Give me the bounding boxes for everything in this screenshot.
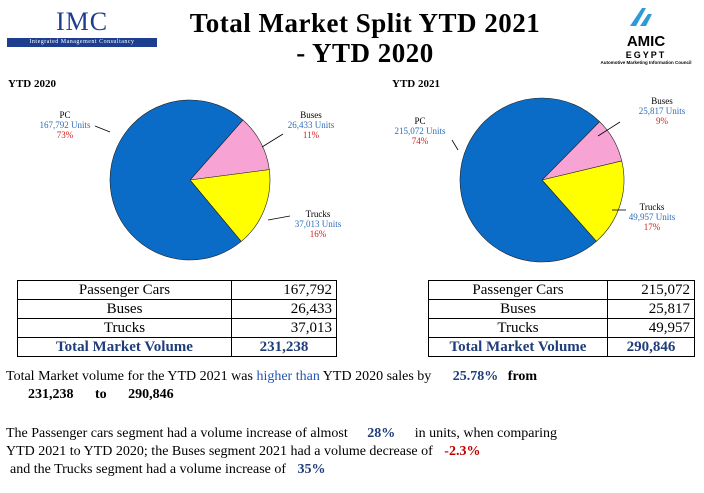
summary-value-from: 231,238 (28, 387, 74, 402)
table-cell-label: Buses (428, 299, 608, 319)
table-cell-label: Passenger Cars (17, 280, 232, 300)
imc-logo: IMC Integrated Management Consultancy (4, 8, 160, 70)
pie-label-category: Trucks (640, 202, 665, 212)
pie-leader-line (267, 215, 291, 221)
pie-label-value: 167,792 Units (39, 120, 91, 130)
table-cell-label: Trucks (17, 318, 232, 338)
pie-slice-pc (459, 97, 601, 263)
table-row: Buses 25,817 (428, 299, 695, 319)
table-row: Trucks 37,013 (17, 318, 337, 338)
pie-label-percent: 17% (644, 222, 661, 232)
summary-buses-percent: -2.3% (444, 444, 481, 459)
table-cell-value: 37,013 (231, 318, 337, 338)
summary-to: to (95, 387, 107, 402)
pie-label-category: Buses (300, 110, 322, 120)
summary-text: Total Market volume for the YTD 2021 was (6, 369, 257, 384)
imc-logo-tagline (4, 48, 160, 53)
table-cell-label: Passenger Cars (428, 280, 608, 300)
table-cell-value: 25,817 (607, 299, 695, 319)
table-total-label: Total Market Volume (428, 337, 608, 357)
page-title-line2: - YTD 2020 (296, 38, 434, 68)
summary-paragraph-1: Total Market volume for the YTD 2021 was… (6, 368, 696, 404)
table-cell-label: Trucks (428, 318, 608, 338)
pie-label-value: 215,072 Units (394, 126, 446, 136)
page-title-line1: Total Market Split YTD 2021 (189, 8, 541, 38)
summary-from: from (507, 369, 538, 384)
pie-slice-trucks (189, 169, 271, 242)
table-total-row: Total Market Volume 290,846 (428, 337, 695, 357)
summary-percent: 25.78% (452, 369, 499, 384)
imc-logo-fullname: Integrated Management Consultancy (7, 38, 157, 47)
pie-label-category: PC (414, 116, 425, 126)
table-cell-value: 26,433 (231, 299, 337, 319)
amic-logo: AMIC EGYPT Automotive Marketing Informat… (594, 6, 698, 68)
pie-label-percent: 74% (412, 136, 429, 146)
pie-label-percent: 11% (303, 130, 320, 140)
pie-label-category: Buses (651, 96, 673, 106)
pie-leader-line (597, 121, 621, 137)
summary-highlight: higher than (256, 369, 320, 384)
table-total-row: Total Market Volume 231,238 (17, 337, 337, 357)
table-row: Passenger Cars 167,792 (17, 280, 337, 300)
summary-text: and the Trucks segment had a volume incr… (10, 462, 287, 477)
amic-logo-subtitle: Automotive Marketing Information Council (600, 60, 692, 65)
page-title: Total Market Split YTD 2021 - YTD 2020 (160, 8, 570, 68)
amic-logo-graphic-icon (630, 8, 652, 26)
imc-logo-name: IMC (55, 7, 109, 36)
summary-text: in units, when comparing (414, 426, 558, 441)
pie-label-percent: 73% (57, 130, 74, 140)
amic-logo-country: EGYPT (625, 50, 667, 60)
table-total-value: 290,846 (607, 337, 695, 357)
summary-trucks-percent: 35% (297, 462, 326, 477)
table-2020: Passenger Cars 167,792 Buses 26,433 Truc… (17, 280, 337, 357)
pie-leader-line (451, 139, 459, 151)
pie-leader-line (261, 133, 284, 148)
chart-2020-title: YTD 2020 (8, 78, 56, 90)
pie-label-value: 26,433 Units (288, 120, 335, 130)
pie-slice-pc (109, 99, 244, 261)
table-total-value: 231,238 (231, 337, 337, 357)
amic-logo-mark: AMIC (626, 33, 666, 50)
table-cell-label: Buses (17, 299, 232, 319)
summary-text: YTD 2020 sales by (319, 369, 432, 384)
pie-leader-line (94, 125, 111, 133)
summary-paragraph-2: The Passenger cars segment had a volume … (6, 425, 696, 479)
summary-value-to: 290,846 (128, 387, 174, 402)
pie-label-percent: 16% (310, 229, 327, 239)
summary-text: The Passenger cars segment had a volume … (6, 426, 348, 441)
chart-2021-title: YTD 2021 (392, 78, 440, 90)
pie-label-value: 25,817 Units (639, 106, 686, 116)
pie-label-category: Trucks (306, 209, 331, 219)
table-row: Buses 26,433 (17, 299, 337, 319)
table-row: Passenger Cars 215,072 (428, 280, 695, 300)
pie-slice-trucks (541, 160, 625, 242)
table-cell-value: 49,957 (607, 318, 695, 338)
table-cell-value: 215,072 (607, 280, 695, 300)
pie-label-category: PC (59, 110, 70, 120)
pie-label-value: 37,013 Units (295, 219, 342, 229)
pie-label-value: 49,957 Units (629, 212, 676, 222)
summary-pc-percent: 28% (367, 426, 396, 441)
table-cell-value: 167,792 (231, 280, 337, 300)
table-2021: Passenger Cars 215,072 Buses 25,817 Truc… (428, 280, 695, 357)
table-total-label: Total Market Volume (17, 337, 232, 357)
summary-text: YTD 2021 to YTD 2020; the Buses segment … (6, 444, 433, 459)
table-row: Trucks 49,957 (428, 318, 695, 338)
pie-label-percent: 9% (656, 116, 669, 126)
